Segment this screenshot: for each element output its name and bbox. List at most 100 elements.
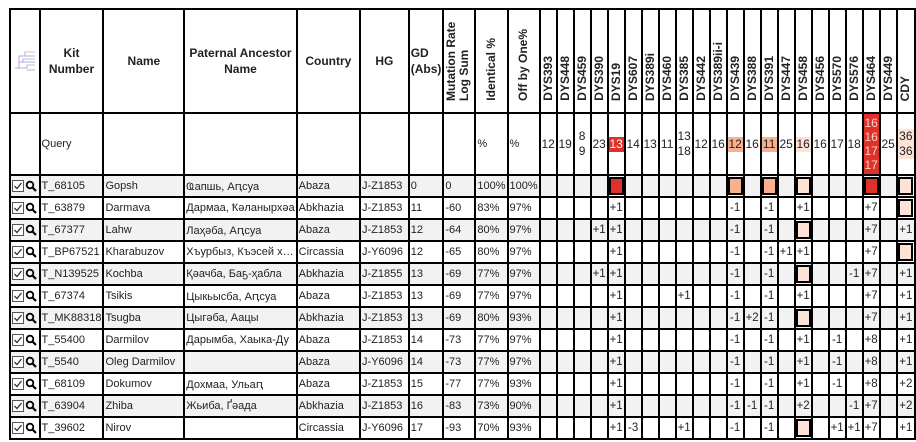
query-name [102,112,186,176]
row-checkbox[interactable] [12,180,24,192]
marker-header-dys19[interactable]: DYS19 [606,8,626,114]
marker-header-dys456[interactable]: DYS456 [810,8,830,114]
search-icon[interactable] [25,334,37,346]
search-icon[interactable] [25,312,37,324]
marker-header-dys448[interactable]: DYS448 [555,8,575,114]
kit-number-header[interactable]: Kit Number [38,8,105,114]
marker-header-dys458[interactable]: DYS458 [793,8,813,114]
marker-header-dys439[interactable]: DYS439 [725,8,745,114]
query-value-line: 13 [609,136,623,151]
cell-kit[interactable]: T_63879 [38,196,105,220]
search-icon[interactable] [25,180,37,192]
table-row[interactable]: T_55400 Darmilov Дарымба, Хаыка-Ду Abaza J-Z… [9,328,916,352]
search-icon[interactable] [25,268,37,280]
search-icon[interactable] [25,202,37,214]
cell-kit[interactable]: T_MK88318 [38,306,105,330]
marker-diff-dys388 [742,372,762,396]
table-row[interactable]: T_63904 Zhiba Жьиба, Ґәада Abkhazia J-Z1853 1… [9,394,916,418]
search-icon[interactable] [25,422,37,434]
identical-header[interactable]: Identical % [474,8,509,114]
cell-kit[interactable]: T_68105 [38,174,105,198]
marker-header-dys389ii-i[interactable]: DYS389ii-i [708,8,728,114]
paternal-ancestor-header[interactable]: Paternal Ancestor Name [183,8,298,114]
marker-diff-dys607 [623,240,643,264]
mutation-rate-header[interactable]: Mutation Rate Log Sum [442,8,477,114]
row-checkbox[interactable] [12,400,24,412]
cell-mrls: -69 [442,306,477,330]
cell-kit[interactable]: T_BP67521 [38,240,105,264]
hg-header[interactable]: HG [359,8,410,114]
name-header[interactable]: Name [102,8,186,114]
marker-header-dys607[interactable]: DYS607 [623,8,643,114]
cell-name: Kharabuzov [102,240,186,264]
marker-header-dys576[interactable]: DYS576 [844,8,864,114]
marker-diff-dys393 [538,328,558,352]
gd-header[interactable]: GD (Abs) [407,8,445,114]
marker-header-dys447[interactable]: DYS447 [776,8,796,114]
marker-header-dys391[interactable]: DYS391 [759,8,779,114]
marker-diff-dys460 [657,284,677,308]
marker-diff-dys449 [878,262,898,286]
table-row[interactable]: T_63879 Darmava Дармаа, Ҟәланырхәа Abkhazia… [9,196,916,220]
marker-diff-dys447 [776,328,796,352]
cell-kit[interactable]: T_67377 [38,218,105,242]
search-icon[interactable] [25,246,37,258]
search-icon[interactable] [25,356,37,368]
cell-kit[interactable]: T_63904 [38,394,105,418]
table-row[interactable]: T_BP67521 Kharabuzov Хъурбыз, Къэсей х… Cir… [9,240,916,264]
query-country [295,112,362,176]
marker-header-dys390[interactable]: DYS390 [589,8,609,114]
table-row[interactable]: T_68105 Gopsh Ҩапшь, Аԥсуа Abaza J-Z1853 0 0 10… [9,174,916,198]
marker-header-dys570[interactable]: DYS570 [827,8,847,114]
tree-column-header[interactable] [9,8,41,114]
row-checkbox[interactable] [12,378,24,390]
marker-diff-dys389ii-i [708,240,728,264]
marker-header-dys459[interactable]: DYS459 [572,8,592,114]
country-header[interactable]: Country [295,8,362,114]
marker-header-dys393[interactable]: DYS393 [538,8,558,114]
off-by-one-header[interactable]: Off by One% [506,8,541,114]
cell-kit[interactable]: T_N139525 [38,262,105,286]
row-checkbox[interactable] [12,246,24,258]
marker-header-dys389i[interactable]: DYS389i [640,8,660,114]
search-icon[interactable] [25,378,37,390]
check-icon [14,182,23,190]
query-value-line: 16 [813,136,827,151]
marker-header-dys388[interactable]: DYS388 [742,8,762,114]
row-checkbox[interactable] [12,202,24,214]
table-row[interactable]: T_67377 Lahw Лаҳәба, Аԥсуа Abaza J-Z1853 12 -6… [9,218,916,242]
cell-kit[interactable]: T_67374 [38,284,105,308]
table-row[interactable]: T_MK88318 Tsugba Цыгәба, Аацы Abkhazia J-Z18… [9,306,916,330]
table-row[interactable]: T_67374 Tsikis Цыкьысба, Аԥсуа Abaza J-Z1853… [9,284,916,308]
row-checkbox[interactable] [12,224,24,236]
search-icon[interactable] [25,224,37,236]
cell-kit[interactable]: T_39602 [38,416,105,440]
row-checkbox[interactable] [12,268,24,280]
search-icon[interactable] [25,400,37,412]
table-row[interactable]: T_39602 Nirov Circassia J-Y6096 17 -93 70% 93% +… [9,416,916,440]
row-checkbox[interactable] [12,290,24,302]
marker-header-dys460[interactable]: DYS460 [657,8,677,114]
cell-kit[interactable]: T_68109 [38,372,105,396]
table-row[interactable]: T_5540 Oleg Darmilov Abaza J-Y6096 14 -73 77% 9… [9,350,916,374]
row-checkbox[interactable] [12,356,24,368]
marker-header-dys385[interactable]: DYS385 [674,8,694,114]
query-identical: % [474,112,509,176]
marker-diff-dys570 [827,240,847,264]
cell-gd: 13 [407,306,445,330]
cell-kit[interactable]: T_5540 [38,350,105,374]
row-checkbox[interactable] [12,312,24,324]
marker-diff-dys385 [674,394,694,418]
table-row[interactable]: T_N139525 Kochba Қәачба, Баҕ-ҳабла Abkhazia… [9,262,916,286]
tree-icon[interactable] [13,48,37,74]
marker-header-dys464[interactable]: DYS464 [861,8,881,114]
row-checkbox[interactable] [12,422,24,434]
row-checkbox[interactable] [12,334,24,346]
search-icon[interactable] [25,290,37,302]
marker-diff-cdy: +2 [895,394,916,418]
cell-kit[interactable]: T_55400 [38,328,105,352]
marker-header-dys449[interactable]: DYS449 [878,8,898,114]
table-row[interactable]: T_68109 Dokumov Дохмаа, Ульаԥ Abaza J-Z1853 1… [9,372,916,396]
marker-header-dys442[interactable]: DYS442 [691,8,711,114]
marker-header-cdy[interactable]: CDY [895,8,916,114]
